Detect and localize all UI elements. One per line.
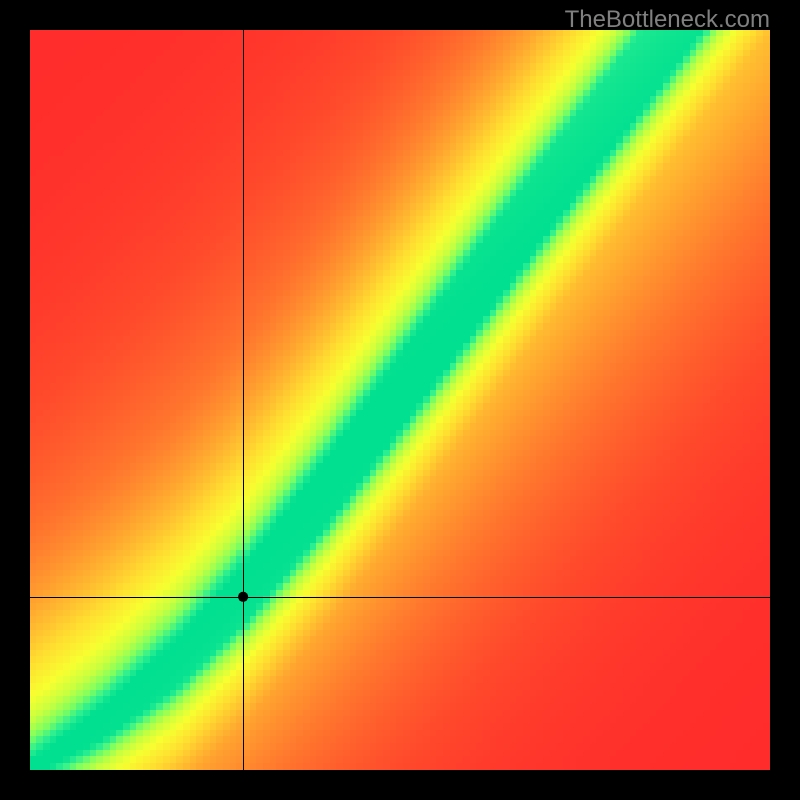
watermark-text: TheBottleneck.com	[565, 6, 770, 34]
bottleneck-heatmap	[30, 30, 770, 770]
